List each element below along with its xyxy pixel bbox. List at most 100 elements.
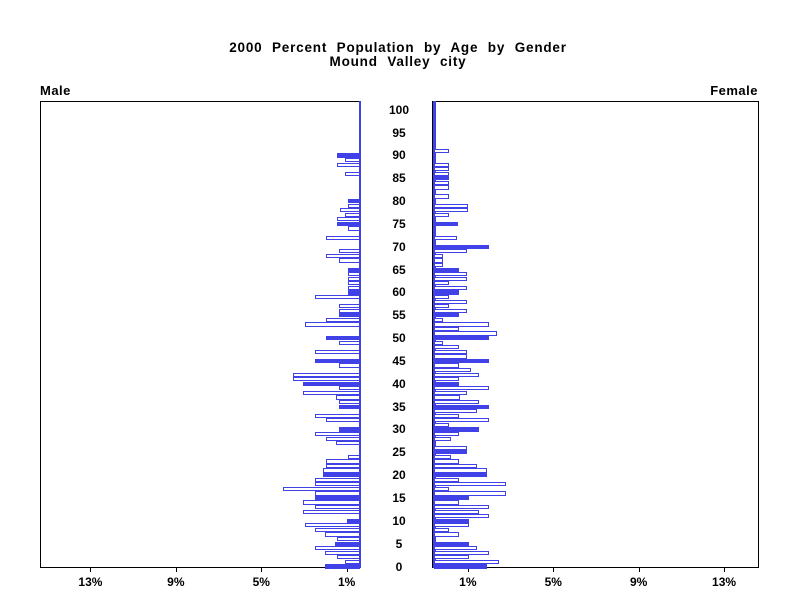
bar-female-age-68: [434, 253, 444, 259]
bar-female-age-83: [434, 185, 450, 190]
percent-tick-mark: [553, 568, 555, 572]
bar-male-age-19: [314, 477, 360, 482]
bar-female-age-88: [434, 162, 450, 167]
bar-female-age-30: [434, 427, 479, 432]
age-tick-label-40: 40: [392, 376, 406, 391]
bar-female-age-5: [434, 541, 470, 546]
bar-female-age-54: [434, 317, 444, 322]
bar-male-age-76: [337, 217, 360, 222]
percent-tick-label-9%: 9%: [167, 575, 185, 589]
bar-female-age-13: [434, 505, 490, 510]
bar-male-age-44: [338, 363, 360, 368]
age-tick-label-50: 50: [392, 331, 406, 346]
chart-title-line1: 2000 Percent Population by Age by Gender: [229, 40, 567, 55]
bar-male-age-41: [292, 377, 360, 382]
bar-female-age-39: [434, 386, 490, 391]
bar-female-age-40: [434, 381, 459, 386]
bar-male-age-54: [326, 317, 360, 322]
bar-female-age-81: [434, 194, 450, 199]
percent-tick-label-5%: 5%: [544, 575, 562, 589]
bar-female-age-85: [434, 176, 450, 181]
bar-female-age-0: [434, 564, 488, 569]
bar-male-age-24: [347, 454, 360, 459]
percent-tick-mark: [90, 568, 92, 572]
bar-male-age-50: [326, 336, 360, 341]
bar-female-age-62: [434, 281, 450, 286]
bar-male-age-1: [344, 559, 360, 565]
bar-female-age-26: [434, 445, 468, 450]
female-panel-label: Female: [710, 83, 758, 98]
bar-female-age-78: [434, 208, 469, 213]
age-tick-label-90: 90: [392, 148, 406, 163]
bar-male-age-12: [303, 509, 360, 514]
bar-female-age-2: [434, 555, 470, 560]
bar-female-age-51: [434, 331, 498, 336]
age-tick-label-45: 45: [392, 353, 406, 368]
age-tick-label-15: 15: [392, 490, 406, 505]
bar-male-age-21: [323, 468, 360, 473]
bar-male-age-8: [315, 527, 360, 533]
bar-male-age-61: [347, 285, 360, 290]
age-tick-label-100: 100: [388, 102, 410, 117]
bar-female-age-50: [434, 336, 490, 341]
bar-male-age-6: [336, 536, 360, 542]
age-tick-label-95: 95: [392, 125, 406, 140]
bar-female-age-10: [434, 518, 470, 523]
bar-male-age-22: [326, 463, 360, 469]
chart-title: 2000 Percent Population by Age by Gender…: [0, 41, 796, 69]
bar-female-age-69: [434, 249, 468, 254]
bar-male-age-55: [338, 313, 360, 318]
bar-male-age-86: [344, 171, 360, 176]
bar-female-age-37: [434, 395, 460, 400]
bar-female-age-33: [434, 413, 459, 418]
bar-female-age-86: [434, 171, 450, 176]
bar-female-age-38: [434, 390, 468, 396]
bar-male-age-78: [340, 208, 360, 213]
bar-female-age-59: [434, 294, 450, 300]
bar-male-age-68: [326, 253, 360, 259]
bar-female-age-22: [434, 463, 477, 469]
age-tick-label-35: 35: [392, 399, 406, 414]
bar-male-age-89: [344, 157, 360, 163]
bar-male-age-18: [314, 482, 360, 487]
bar-female-age-18: [434, 482, 506, 487]
age-tick-label-60: 60: [392, 285, 406, 300]
bar-male-age-35: [338, 404, 360, 409]
bar-female-age-77: [434, 212, 450, 217]
bar-male-age-33: [314, 413, 360, 418]
bar-female-age-32: [434, 418, 490, 423]
male-panel: [40, 101, 361, 568]
bar-male-age-4: [315, 546, 360, 551]
bar-female-age-23: [434, 459, 459, 464]
bar-male-age-65: [347, 267, 360, 272]
bar-female-age-91: [434, 148, 450, 153]
bar-female-age-87: [434, 167, 450, 172]
bar-male-age-14: [302, 500, 360, 505]
bar-female-age-12: [434, 509, 479, 514]
bar-male-age-45: [314, 358, 360, 364]
male-panel-label: Male: [40, 83, 71, 98]
bar-male-age-30: [338, 427, 360, 432]
bar-male-age-49: [338, 340, 360, 345]
bar-male-age-29: [314, 431, 360, 437]
age-tick-label-75: 75: [392, 216, 406, 231]
bar-male-age-88: [337, 162, 360, 167]
bar-male-age-36: [338, 399, 360, 405]
bar-male-age-64: [347, 272, 360, 277]
bar-female-age-79: [434, 203, 469, 208]
bar-male-age-40: [302, 381, 360, 386]
bar-male-age-42: [292, 372, 360, 377]
bar-female-age-55: [434, 313, 459, 318]
bar-female-age-36: [434, 399, 480, 405]
bar-female-age-11: [434, 514, 490, 519]
bar-male-age-59: [314, 294, 360, 300]
percent-tick-mark: [638, 568, 640, 572]
bar-female-age-24: [434, 454, 451, 459]
bar-male-age-69: [338, 249, 360, 254]
bar-female-age-61: [434, 285, 468, 290]
bar-male-age-13: [314, 505, 360, 510]
bar-male-age-9: [304, 523, 360, 528]
bar-female-age-7: [434, 532, 459, 537]
bar-male-age-5: [335, 541, 360, 546]
